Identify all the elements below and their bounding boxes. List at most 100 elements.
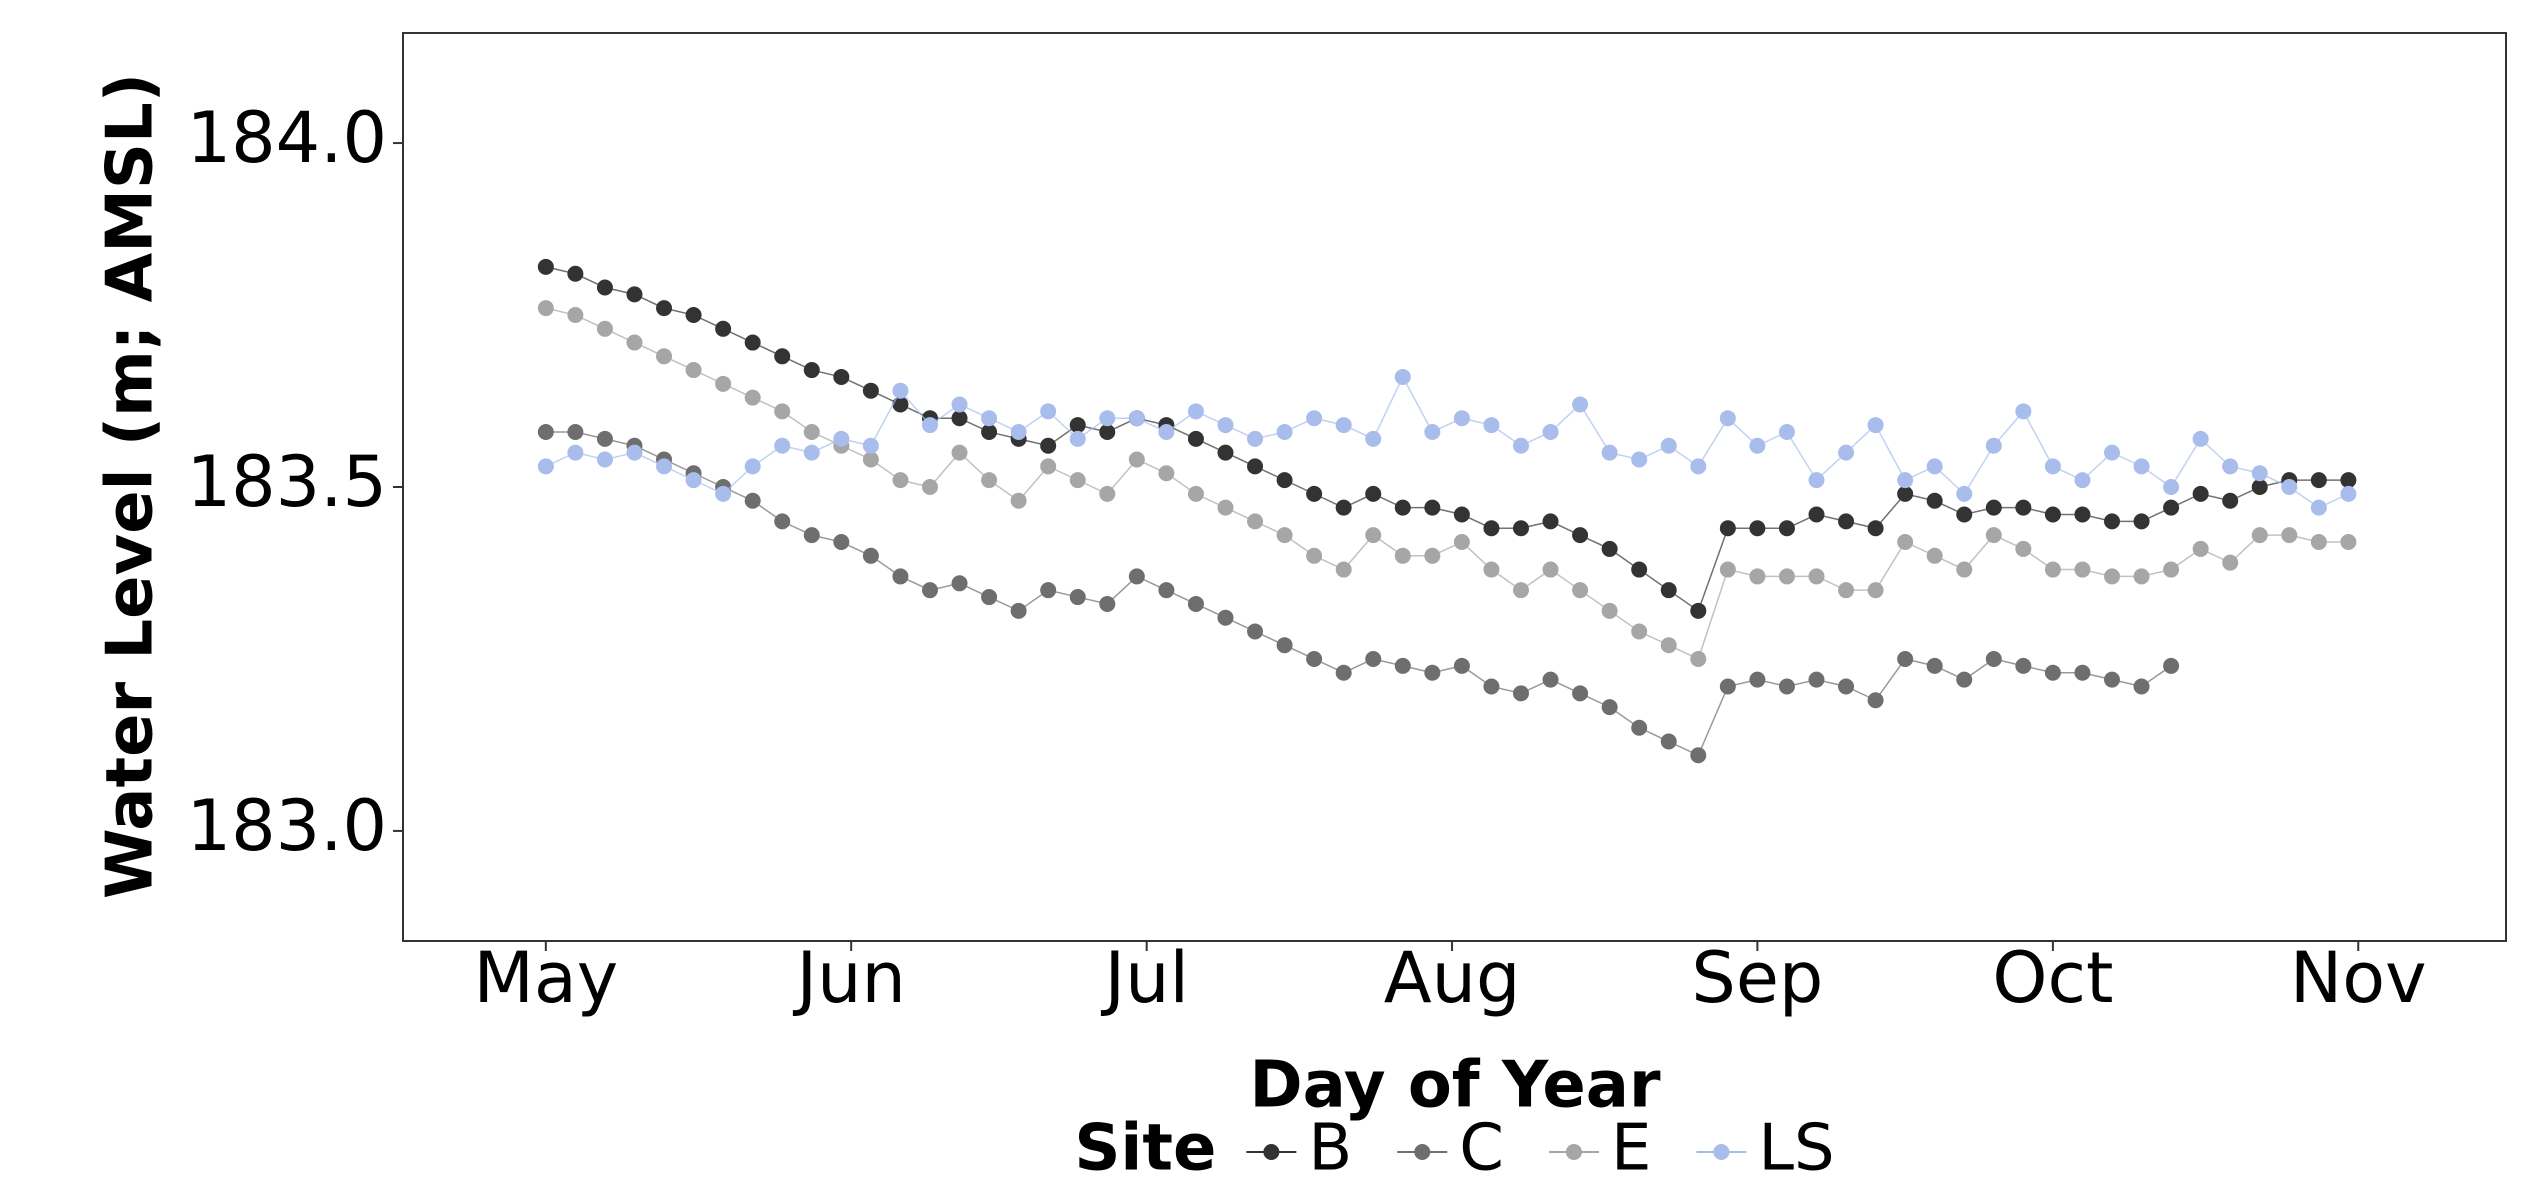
data-point — [1601, 602, 1618, 619]
data-point — [1365, 430, 1382, 447]
data-point — [862, 547, 879, 564]
data-point — [567, 307, 584, 324]
data-point — [1838, 582, 1855, 599]
data-point — [1897, 472, 1914, 489]
data-point — [951, 396, 968, 413]
data-point — [1453, 410, 1470, 427]
data-point — [1660, 637, 1677, 654]
data-point — [1483, 417, 1500, 434]
data-point — [1985, 499, 2002, 516]
data-point — [1956, 671, 1973, 688]
data-point — [2103, 444, 2120, 461]
data-point — [1394, 368, 1411, 385]
data-point — [862, 382, 879, 399]
x-tick-label: May — [473, 937, 618, 1019]
data-point — [833, 368, 850, 385]
legend-item: LS — [1696, 1112, 1835, 1185]
data-point — [2133, 678, 2150, 695]
data-point — [1040, 403, 1057, 420]
data-point — [537, 423, 554, 440]
data-point — [1926, 458, 1943, 475]
series-line — [545, 431, 2172, 757]
data-point — [685, 307, 702, 324]
data-point — [1187, 430, 1204, 447]
legend-item: B — [1246, 1112, 1352, 1185]
data-point — [1365, 485, 1382, 502]
data-point — [1512, 520, 1529, 537]
data-point — [2074, 561, 2091, 578]
data-point — [596, 451, 613, 468]
data-point — [2015, 403, 2032, 420]
data-point — [744, 334, 761, 351]
data-point — [685, 472, 702, 489]
data-point — [626, 286, 643, 303]
data-point — [921, 479, 938, 495]
data-point — [1276, 637, 1293, 654]
data-point — [1394, 499, 1411, 516]
data-point — [2044, 561, 2061, 578]
data-point — [1335, 561, 1352, 578]
y-tick-label: 183.5 — [187, 441, 387, 523]
data-point — [537, 458, 554, 475]
data-point — [2074, 472, 2091, 489]
data-point — [1099, 485, 1116, 502]
data-point — [1247, 458, 1264, 475]
data-point — [1572, 396, 1589, 413]
data-point — [1926, 492, 1943, 509]
data-point — [596, 279, 613, 296]
data-point — [1572, 527, 1589, 544]
data-point — [1424, 547, 1441, 564]
legend: Site B C E LS — [1074, 1112, 1834, 1185]
data-point — [774, 348, 791, 365]
data-point — [1128, 410, 1145, 427]
data-point — [1069, 430, 1086, 447]
data-point — [862, 451, 879, 468]
data-point — [1306, 547, 1323, 564]
data-point — [567, 423, 584, 440]
data-point — [981, 410, 998, 427]
data-point — [1660, 733, 1677, 750]
data-point — [1778, 423, 1795, 440]
data-point — [1572, 685, 1589, 702]
data-point — [2103, 568, 2120, 585]
data-point — [921, 417, 938, 434]
data-point — [2103, 513, 2120, 530]
data-point — [685, 362, 702, 379]
data-point — [1512, 685, 1529, 702]
data-point — [626, 334, 643, 351]
data-point — [537, 258, 554, 275]
legend-label: LS — [1758, 1112, 1834, 1185]
data-point — [2044, 458, 2061, 475]
data-point — [981, 423, 998, 440]
data-point — [1128, 451, 1145, 468]
data-point — [1512, 582, 1529, 599]
data-point — [1542, 513, 1559, 530]
data-point — [1838, 678, 1855, 695]
data-point — [892, 568, 909, 585]
data-point — [921, 582, 938, 599]
data-point — [2163, 657, 2180, 674]
data-point — [1542, 671, 1559, 688]
data-point — [1897, 650, 1914, 667]
data-point — [1276, 423, 1293, 440]
data-point — [1187, 485, 1204, 502]
legend-label: C — [1459, 1112, 1504, 1185]
data-point — [537, 300, 554, 317]
data-point — [1601, 699, 1618, 716]
data-point — [2281, 479, 2298, 495]
legend-key-dot — [1565, 1144, 1582, 1160]
data-point — [1276, 527, 1293, 544]
data-point — [1690, 458, 1707, 475]
x-axis-title: Day of Year — [1249, 1049, 1661, 1123]
data-point — [1749, 437, 1766, 454]
data-point — [1365, 527, 1382, 544]
data-point — [1719, 561, 1736, 578]
y-axis-title: Water Level (m; AMSL) — [94, 73, 168, 899]
x-tick-label: Oct — [1992, 937, 2113, 1019]
x-tick-label: Aug — [1384, 937, 1521, 1019]
data-point — [1601, 540, 1618, 557]
data-point — [1424, 664, 1441, 681]
data-point — [1838, 444, 1855, 461]
data-point — [2015, 540, 2032, 557]
data-point — [656, 458, 673, 475]
